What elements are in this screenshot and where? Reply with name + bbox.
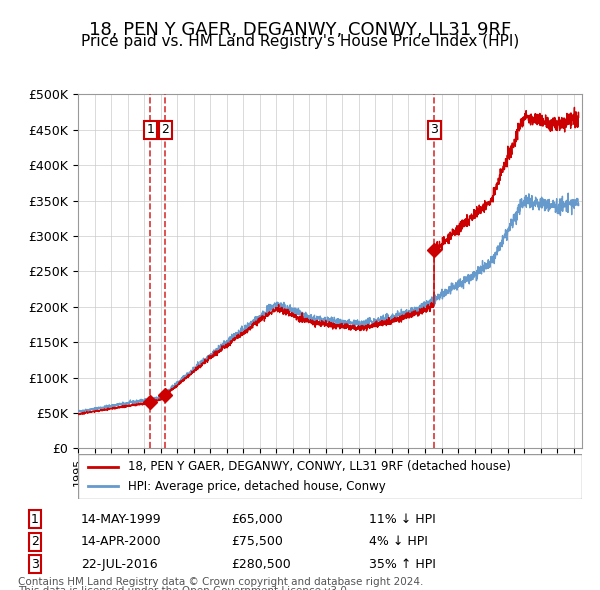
Text: Price paid vs. HM Land Registry's House Price Index (HPI): Price paid vs. HM Land Registry's House … bbox=[81, 34, 519, 49]
Text: 14-MAY-1999: 14-MAY-1999 bbox=[81, 513, 162, 526]
Text: 18, PEN Y GAER, DEGANWY, CONWY, LL31 9RF: 18, PEN Y GAER, DEGANWY, CONWY, LL31 9RF bbox=[89, 21, 511, 39]
Text: 1: 1 bbox=[31, 513, 39, 526]
FancyBboxPatch shape bbox=[78, 454, 582, 499]
Text: 11% ↓ HPI: 11% ↓ HPI bbox=[369, 513, 436, 526]
Text: 14-APR-2000: 14-APR-2000 bbox=[81, 535, 162, 548]
Text: HPI: Average price, detached house, Conwy: HPI: Average price, detached house, Conw… bbox=[128, 480, 386, 493]
Text: 2: 2 bbox=[31, 535, 39, 548]
Text: 3: 3 bbox=[430, 123, 438, 136]
Text: 3: 3 bbox=[31, 558, 39, 571]
Text: £65,000: £65,000 bbox=[231, 513, 283, 526]
Text: £75,500: £75,500 bbox=[231, 535, 283, 548]
Text: 2: 2 bbox=[161, 123, 169, 136]
Text: This data is licensed under the Open Government Licence v3.0.: This data is licensed under the Open Gov… bbox=[18, 586, 350, 590]
Text: 4% ↓ HPI: 4% ↓ HPI bbox=[369, 535, 428, 548]
Text: 1: 1 bbox=[146, 123, 154, 136]
Text: 22-JUL-2016: 22-JUL-2016 bbox=[81, 558, 158, 571]
Text: £280,500: £280,500 bbox=[231, 558, 290, 571]
Text: Contains HM Land Registry data © Crown copyright and database right 2024.: Contains HM Land Registry data © Crown c… bbox=[18, 577, 424, 587]
Text: 18, PEN Y GAER, DEGANWY, CONWY, LL31 9RF (detached house): 18, PEN Y GAER, DEGANWY, CONWY, LL31 9RF… bbox=[128, 460, 511, 473]
Text: 35% ↑ HPI: 35% ↑ HPI bbox=[369, 558, 436, 571]
